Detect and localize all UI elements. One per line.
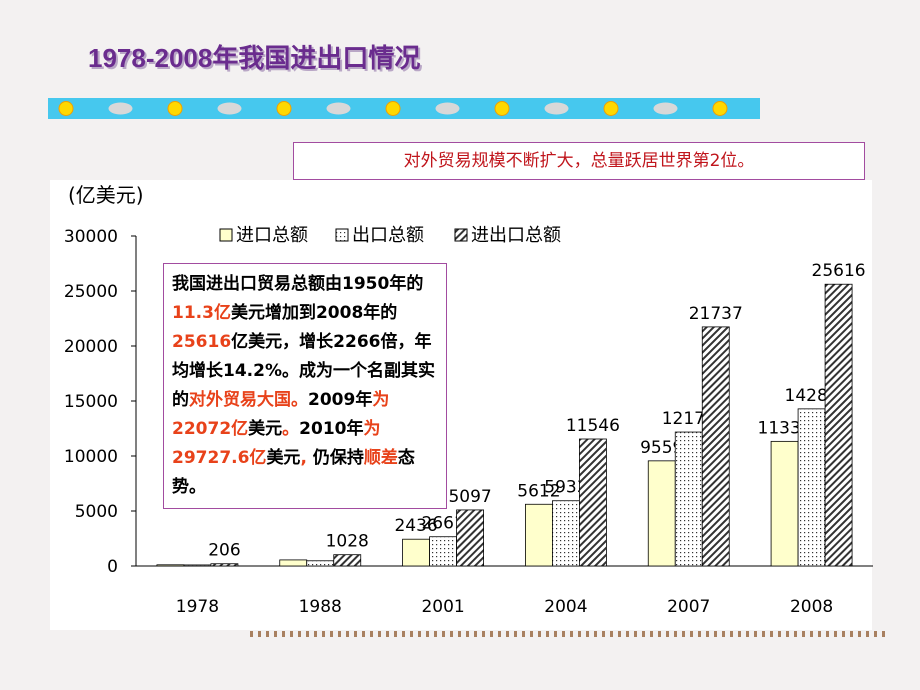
cloud-icon [435,102,460,115]
note-box: 我国进出口贸易总额由1950年的 11.3亿美元增加到2008年的 25616亿美元… [163,263,447,509]
bar [156,564,185,567]
x-tick-label: 2007 [667,597,710,617]
y-tick-label: 15000 [64,392,118,412]
y-tick-label: 25000 [64,282,118,302]
cloud-icon [653,102,678,115]
legend-label: 进出口总额 [471,225,561,246]
legend-label: 出口总额 [352,225,424,246]
note-text: 美元增加到2008年的 [230,303,398,323]
data-label: 5933 [544,478,587,498]
sun-icon [58,101,74,116]
sun-icon [603,101,619,116]
x-tick-label: 2008 [790,597,833,617]
bar [333,554,362,567]
note-text: 对外贸易大国。 [189,390,308,410]
bar [701,326,730,567]
cloud-icon [108,102,133,115]
legend-swatch [219,228,233,242]
data-label: 21737 [689,304,743,324]
note-text: 为29727.6亿 [172,419,381,468]
bar [647,460,676,567]
y-tick-label: 20000 [64,337,118,357]
data-label: 5612 [517,481,560,501]
sun-icon [712,101,728,116]
note-text: 。 [282,419,300,439]
sun-icon [385,101,401,116]
cloud-icon [544,102,569,115]
bar [279,559,308,567]
legend-swatch [335,228,349,242]
sun-icon [276,101,292,116]
y-tick-label: 10000 [64,447,118,467]
data-label: 2436 [394,516,437,536]
bar [797,408,826,567]
bar [525,503,553,567]
note-text: 顺差 [363,448,398,468]
data-label: 25616 [812,261,866,281]
sun-icon [494,101,510,116]
note-text: 25616 [172,332,232,352]
note-text: 态势。 [172,448,415,497]
data-label: 9559 [640,438,683,458]
note-text: 我国进出口贸易总额由1950年的 [172,274,424,294]
subtitle: 对外贸易规模不断扩大，总量跃居世界第2位。 [293,142,865,180]
bar [210,563,239,567]
note-text: 美元 [266,448,301,468]
data-label: 206 [208,541,240,561]
y-unit-label: (亿美元) [68,183,144,207]
data-label: 2661 [421,514,464,534]
note-text: , [300,448,307,468]
note-text: 2010年 [299,419,364,439]
note-text: 为22072亿 [172,390,390,439]
bar [770,440,799,567]
note-text: 11.3亿 [172,303,231,323]
bar [552,500,580,567]
bar [306,560,335,567]
x-tick-label: 2004 [544,597,587,617]
bar [183,564,212,567]
x-tick-label: 1988 [299,597,342,617]
legend-swatch [454,228,468,242]
y-tick-label: 5000 [75,502,118,522]
cloud-icon [217,102,242,115]
bar [579,438,607,567]
y-tick-label: 30000 [64,227,118,247]
cloud-icon [326,102,351,115]
bar [456,509,484,567]
data-label: 5097 [448,487,491,507]
legend-label: 进口总额 [236,225,308,246]
data-label: 1028 [326,532,369,552]
bar [824,283,853,567]
x-tick-label: 1978 [176,597,219,617]
note-text: 亿美元，增长2266倍，年均增长14.2%。成为一个名副其实的 [172,332,435,410]
note-text: 美元 [248,419,283,439]
data-label: 11546 [566,416,620,436]
bar [429,536,457,567]
bar [402,538,430,567]
y-tick-label: 0 [107,557,118,577]
sun-icon [167,101,183,116]
x-tick-label: 2001 [421,597,464,617]
slide-title: 1978-2008年我国进出口情况 [88,43,421,73]
bar [674,431,703,567]
note-text: 2009年 [308,390,373,410]
note-text: 仍保持 [306,448,364,468]
